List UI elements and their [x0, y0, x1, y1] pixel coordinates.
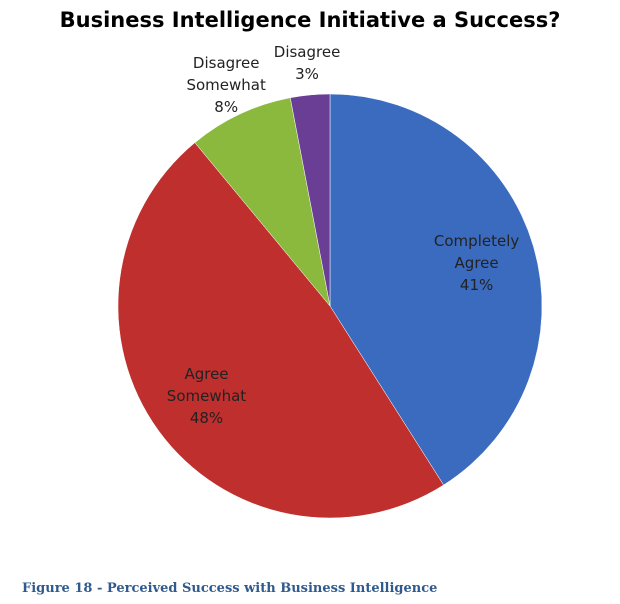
category-label: Disagree Somewhat [186, 54, 266, 95]
figure-caption: Figure 18 - Perceived Success with Busin… [22, 581, 438, 596]
pie-slice [329, 93, 543, 486]
slice-label: Completely Agree 41% [422, 230, 532, 296]
category-label: Agree Somewhat [166, 364, 247, 405]
value-label: 8% [214, 98, 239, 117]
slice-label: Agree Somewhat 48% [152, 363, 262, 429]
category-label: Disagree [273, 43, 341, 62]
pie-slice [289, 93, 331, 307]
chart-title: Business Intelligence Initiative a Succe… [59, 8, 561, 32]
pie-slice [194, 97, 331, 307]
category-label: Completely Agree [433, 232, 520, 273]
value-label: 48% [189, 408, 224, 427]
slice-label: Disagree Somewhat 8% [171, 52, 281, 118]
value-label: 41% [459, 276, 494, 295]
slice-label: Disagree 3% [252, 41, 362, 85]
value-label: 3% [295, 65, 319, 84]
pie-slice [117, 142, 444, 519]
